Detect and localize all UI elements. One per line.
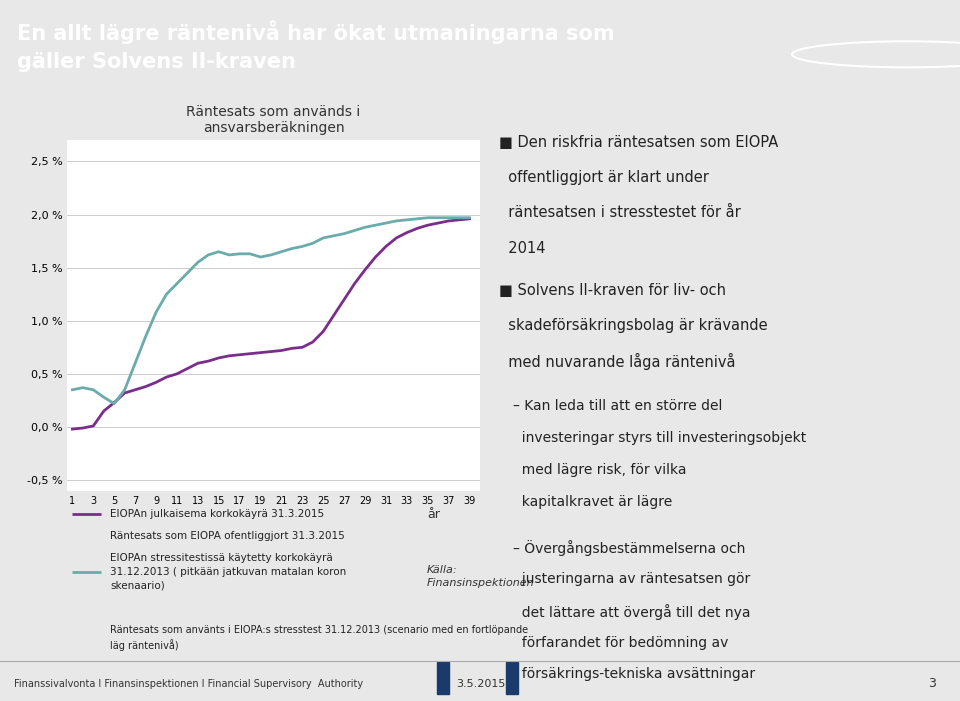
Text: räntesatsen i stresstestet för år: räntesatsen i stresstestet för år [499,205,741,220]
Text: En allt lägre räntenivå har ökat utmaningarna som
gäller Solvens II-kraven: En allt lägre räntenivå har ökat utmanin… [17,20,615,72]
Bar [437,662,449,694]
Bar [506,662,518,694]
Text: Räntesats som använts i EIOPA:s stresstest 31.12.2013 (scenario med en fortlöpan: Räntesats som använts i EIOPA:s stresste… [110,625,529,651]
Text: ■ Den riskfria räntesatsen som EIOPA: ■ Den riskfria räntesatsen som EIOPA [499,135,779,150]
Text: det lättare att övergå till det nya: det lättare att övergå till det nya [513,604,750,620]
Title: Räntesats som används i
ansvarsberäkningen: Räntesats som används i ansvarsberäkning… [186,104,361,135]
Text: – Övergångsbestämmelserna och: – Övergångsbestämmelserna och [513,540,745,557]
Text: ■ Solvens II-kraven för liv- och: ■ Solvens II-kraven för liv- och [499,283,726,298]
Text: med nuvarande låga räntenivå: med nuvarande låga räntenivå [499,353,735,370]
Text: skadeförsäkringsbolag är krävande: skadeförsäkringsbolag är krävande [499,318,768,333]
Text: 3: 3 [928,677,936,690]
Text: Finanssivalvonta l Finansinspektionen l Financial Supervisory  Authority: Finanssivalvonta l Finansinspektionen l … [14,679,364,688]
Text: EIOPAn stressitestissä käytetty korkokäyrä
31.12.2013 ( pitkään jatkuvan matalan: EIOPAn stressitestissä käytetty korkokäy… [110,553,347,591]
Text: Källa:
Finansinspektionen: Källa: Finansinspektionen [427,565,535,588]
Text: investeringar styrs till investeringsobjekt: investeringar styrs till investeringsobj… [513,431,806,445]
Text: EIOPAn julkaisema korkokäyrä 31.3.2015: EIOPAn julkaisema korkokäyrä 31.3.2015 [110,509,324,519]
Text: – Kan leda till att en större del: – Kan leda till att en större del [513,400,722,414]
Text: försäkrings-tekniska avsättningar: försäkrings-tekniska avsättningar [513,667,755,681]
Text: år: år [427,508,440,521]
Text: justeringarna av räntesatsen gör: justeringarna av räntesatsen gör [513,572,750,586]
Text: Räntesats som EIOPA ofentliggjort 31.3.2015: Räntesats som EIOPA ofentliggjort 31.3.2… [110,531,346,540]
Text: med lägre risk, för vilka: med lägre risk, för vilka [513,463,686,477]
Text: 2014: 2014 [499,240,545,256]
Text: förfarandet för bedömning av: förfarandet för bedömning av [513,636,728,650]
Text: 3.5.2015: 3.5.2015 [456,679,505,688]
Text: kapitalkravet är lägre: kapitalkravet är lägre [513,494,672,508]
Text: offentliggjort är klart under: offentliggjort är klart under [499,170,709,185]
